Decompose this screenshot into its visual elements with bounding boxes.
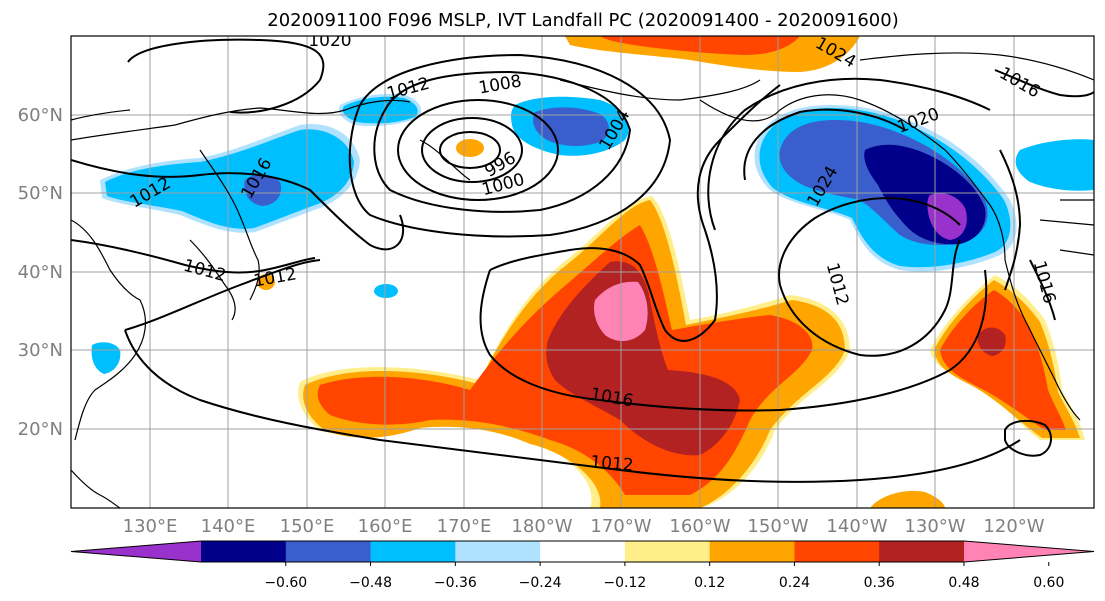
colorbar-tick-label: −0.24 xyxy=(519,575,562,591)
colorbar-cell xyxy=(879,541,965,562)
graticule xyxy=(71,36,1094,508)
colorbar-tick-label: 0.60 xyxy=(1033,575,1064,591)
mslp-contours xyxy=(71,38,1094,483)
map-frame xyxy=(70,35,1095,509)
lon-label: 140°W xyxy=(826,516,887,537)
positive-anomaly-low-center xyxy=(456,139,484,157)
colorbar-cell xyxy=(370,541,456,562)
colorbar-tick-label: −0.36 xyxy=(434,575,477,591)
lon-label: 120°W xyxy=(983,516,1044,537)
latitude-labels: 60°N 50°N 40°N 30°N 20°N xyxy=(18,105,63,440)
colorbar-tick-label: 0.48 xyxy=(948,575,979,591)
colorbar-tick-label: 0.36 xyxy=(864,575,895,591)
colorbar-tick-label: −0.12 xyxy=(603,575,646,591)
lat-label: 20°N xyxy=(18,419,63,440)
negative-anomaly-bering-0.36 xyxy=(533,107,609,146)
lon-label: 180°W xyxy=(511,516,572,537)
lat-label: 40°N xyxy=(18,262,63,283)
longitude-labels: 130°E 140°E 150°E 160°E 170°E 180°W 170°… xyxy=(123,516,1045,537)
lat-label: 60°N xyxy=(18,105,63,126)
lat-label: 30°N xyxy=(18,340,63,361)
lon-label: 160°E xyxy=(358,516,413,537)
ivt-shading xyxy=(91,36,1094,508)
lat-label: 50°N xyxy=(18,183,63,204)
colorbar-cell xyxy=(455,541,541,562)
colorbar-tick-label: 0.24 xyxy=(779,575,810,591)
negative-anomaly-siberia-0.36 xyxy=(244,174,282,206)
positive-anomaly-east-0.48 xyxy=(977,327,1006,356)
colorbar-cell xyxy=(709,541,795,562)
colorbar-ticks: −0.60 −0.48 −0.36 −0.24 −0.12 0.12 0.24 0.36 0.4… xyxy=(264,562,1064,591)
colorbar-cell xyxy=(285,541,372,562)
negative-anomaly-midpacific xyxy=(374,284,398,298)
colorbar-extend-low xyxy=(71,541,201,562)
lon-label: 130°E xyxy=(123,516,178,537)
colorbar-outline xyxy=(70,540,1095,563)
colorbar-cell xyxy=(540,541,626,562)
colorbar-cell xyxy=(624,541,711,562)
lon-label: 160°W xyxy=(669,516,730,537)
colorbar-tick-label: 0.12 xyxy=(694,575,725,591)
negative-anomaly-siberia-0.24 xyxy=(105,129,354,229)
map-title: 2020091100 F096 MSLP, IVT Landfall PC (2… xyxy=(267,10,898,31)
positive-anomaly-east-0.36 xyxy=(940,290,1066,430)
map-panel: 1020 1024 1016 1012 1008 1004 996 1000 1… xyxy=(71,31,1094,508)
colorbar-cells xyxy=(70,540,1095,563)
positive-anomaly-south xyxy=(870,490,945,508)
lon-label: 170°E xyxy=(437,516,492,537)
colorbar-cell xyxy=(201,541,287,562)
contour-label: 1020 xyxy=(308,31,351,51)
colorbar: −0.60 −0.48 −0.36 −0.24 −0.12 0.12 0.24 0.36 0.4… xyxy=(70,540,1095,591)
colorbar-extend-high xyxy=(964,541,1094,562)
lon-label: 150°E xyxy=(280,516,335,537)
lon-label: 140°E xyxy=(201,516,256,537)
lon-label: 170°W xyxy=(590,516,651,537)
negative-anomaly-gulf-0.60 xyxy=(927,193,967,240)
lon-label: 150°W xyxy=(747,516,808,537)
colorbar-cell xyxy=(794,541,880,562)
colorbar-tick-label: −0.48 xyxy=(349,575,392,591)
colorbar-tick-label: −0.60 xyxy=(264,575,307,591)
negative-anomaly-canada xyxy=(1015,139,1094,191)
lon-label: 130°W xyxy=(904,516,965,537)
contour-label: 1012 xyxy=(589,452,634,476)
